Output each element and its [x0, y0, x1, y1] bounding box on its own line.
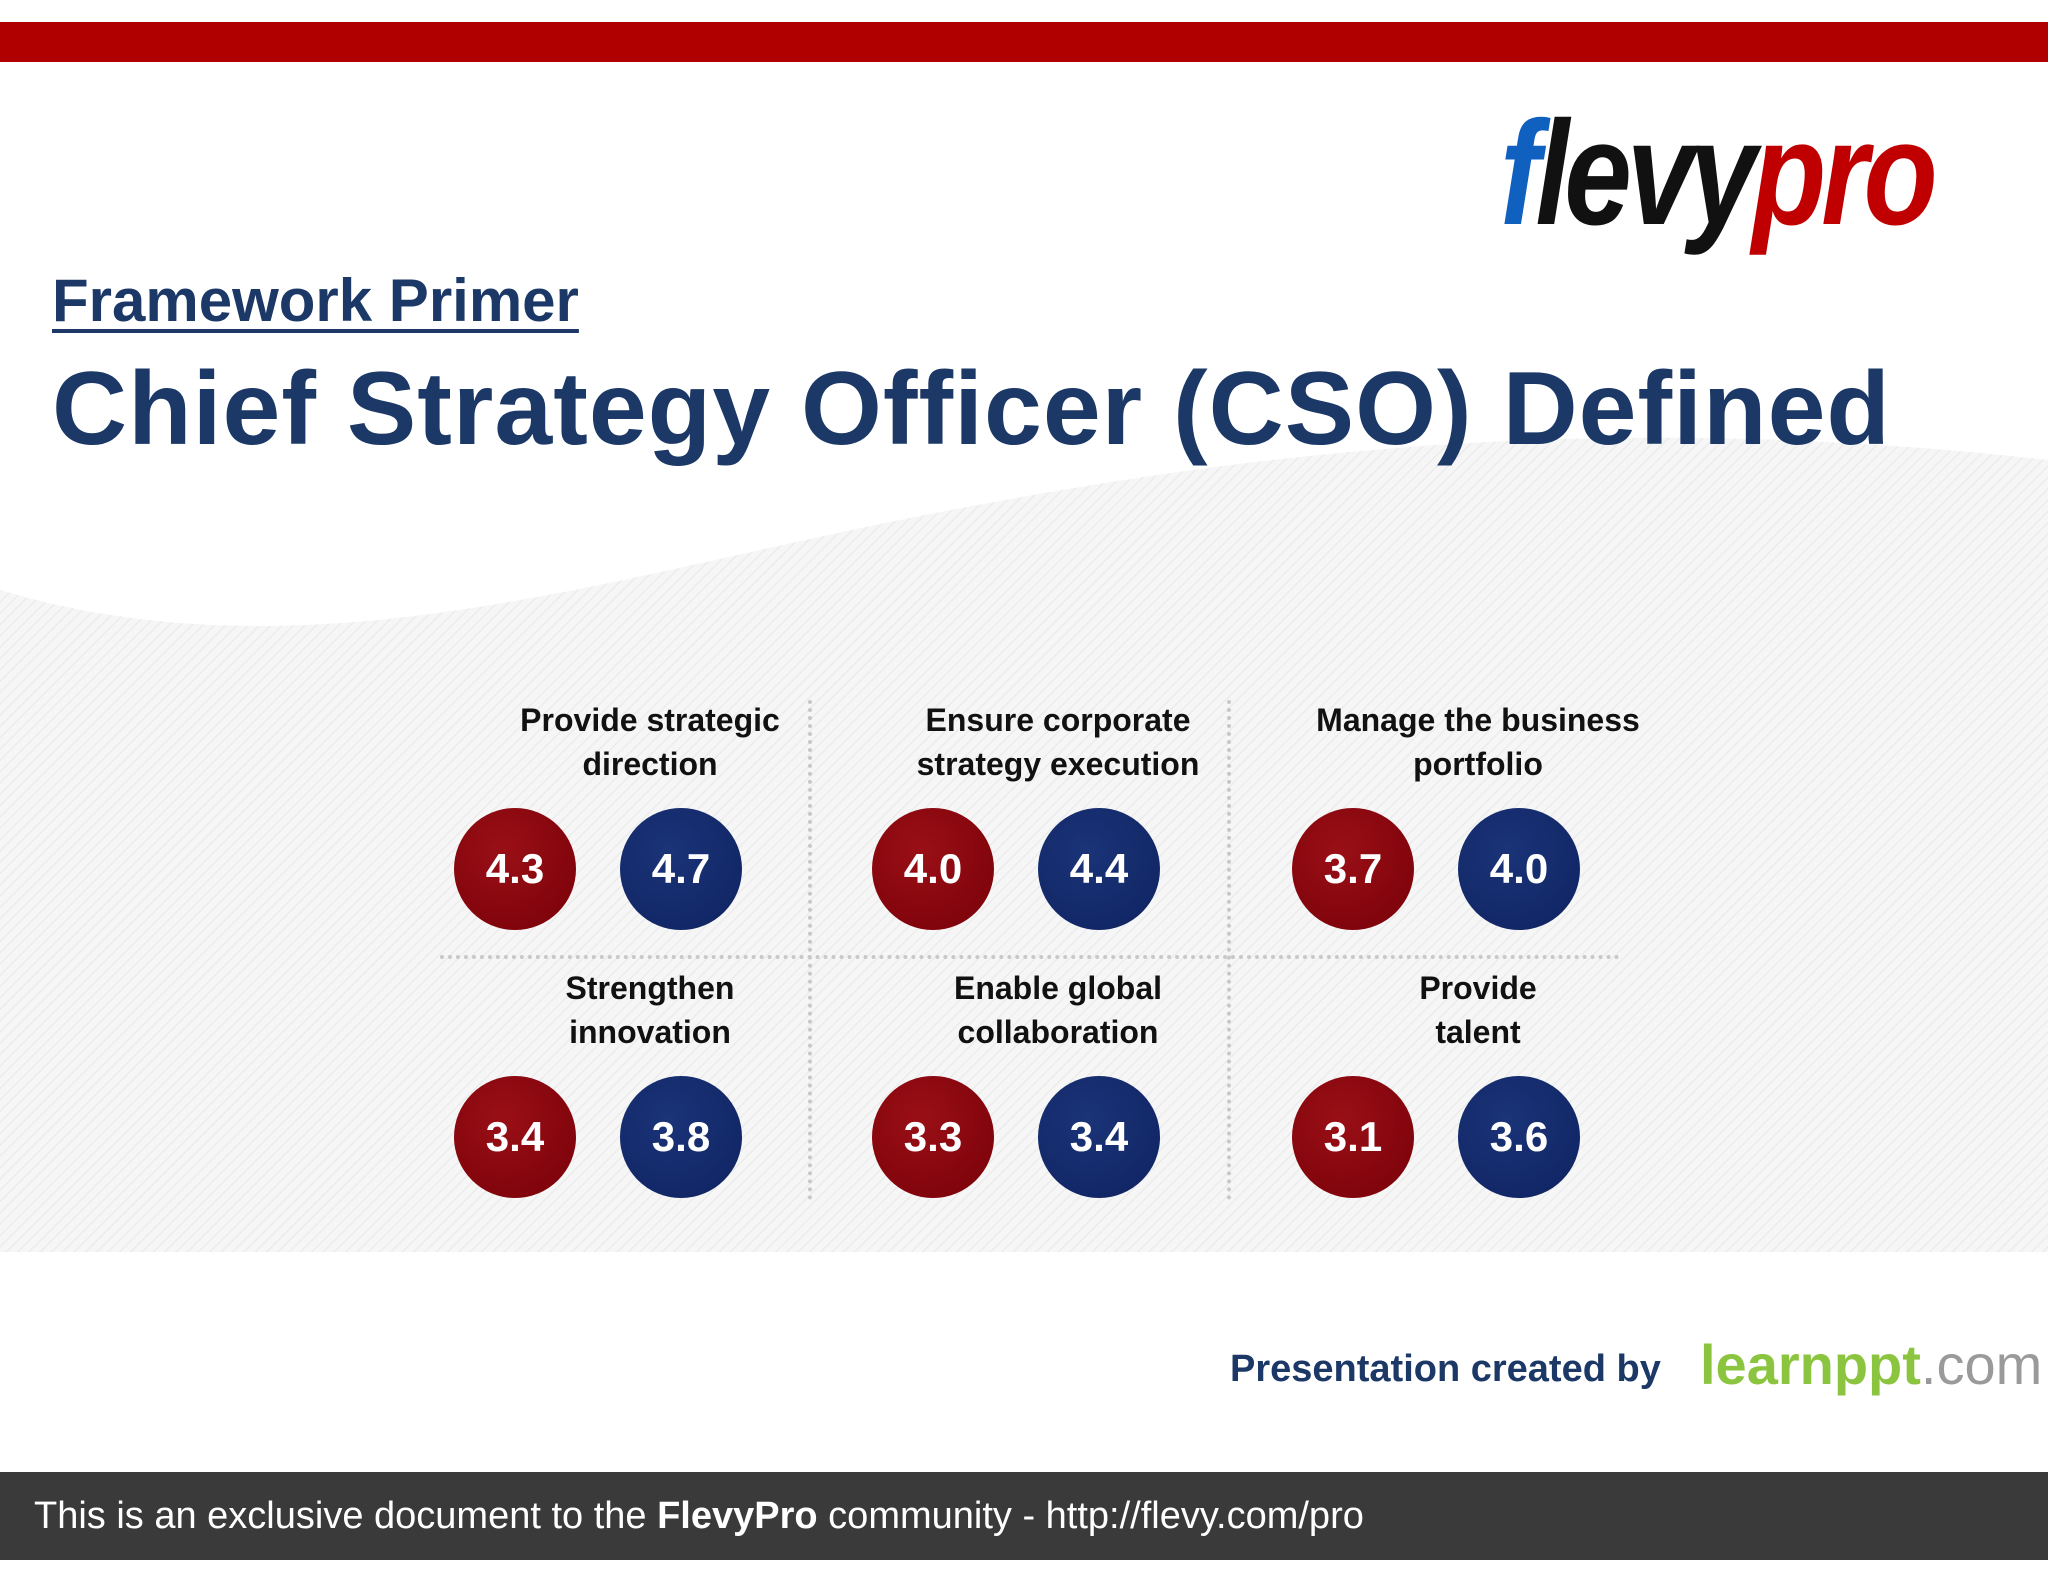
column-separator — [808, 700, 812, 1200]
red-rating-circle: 4.3 — [454, 808, 576, 930]
red-rating-circle: 3.3 — [872, 1076, 994, 1198]
red-rating-circle: 3.4 — [454, 1076, 576, 1198]
role-ratings-grid: Provide strategic direction 4.3 4.7 Ensu… — [440, 690, 1640, 1210]
rating-cell: Strengthen innovation 3.4 3.8 — [440, 958, 860, 1218]
cell-label: Ensure corporate strategy execution — [916, 702, 1200, 782]
footer-bar: This is an exclusive document to the Fle… — [0, 1472, 2048, 1560]
row-separator — [440, 955, 1620, 959]
blue-rating-circle: 3.4 — [1038, 1076, 1160, 1198]
footer-lead-text: This is an exclusive document to the — [34, 1494, 658, 1537]
blue-rating-circle: 4.0 — [1458, 808, 1580, 930]
learnppt-logo: learnppt.com — [1700, 1333, 2043, 1396]
section-kicker: Framework Primer — [52, 267, 579, 334]
cell-label: Provide talent — [1419, 970, 1537, 1050]
footer-tail-text: community - http://flevy.com/pro — [817, 1494, 1364, 1537]
blue-rating-circle: 3.6 — [1458, 1076, 1580, 1198]
cell-label: Strengthen innovation — [565, 970, 735, 1050]
cell-label: Provide strategic direction — [520, 702, 780, 782]
cell-label: Enable global collaboration — [953, 970, 1163, 1050]
rating-cell: Provide talent 3.1 3.6 — [1268, 958, 1688, 1218]
background-wave — [0, 437, 2048, 1252]
rating-cell: Ensure corporate strategy execution 4.0 … — [848, 690, 1268, 950]
blue-rating-circle: 4.7 — [620, 808, 742, 930]
column-separator — [1227, 700, 1231, 1200]
cell-label: Manage the business portfolio — [1316, 702, 1640, 782]
rating-cell: Provide strategic direction 4.3 4.7 — [440, 690, 860, 950]
top-accent-bar — [0, 22, 2048, 62]
flevypro-logo: flevypro — [1500, 91, 1938, 256]
red-rating-circle: 4.0 — [872, 808, 994, 930]
page-title: Chief Strategy Officer (CSO) Defined — [52, 351, 1891, 467]
blue-rating-circle: 3.8 — [620, 1076, 742, 1198]
rating-cell: Enable global collaboration 3.3 3.4 — [848, 958, 1268, 1218]
footer-brand: FlevyPro — [657, 1494, 818, 1537]
blue-rating-circle: 4.4 — [1038, 808, 1160, 930]
red-rating-circle: 3.7 — [1292, 808, 1414, 930]
red-rating-circle: 3.1 — [1292, 1076, 1414, 1198]
rating-cell: Manage the business portfolio 3.7 4.0 — [1268, 690, 1688, 950]
presentation-credit: Presentation created by — [1230, 1348, 1661, 1390]
